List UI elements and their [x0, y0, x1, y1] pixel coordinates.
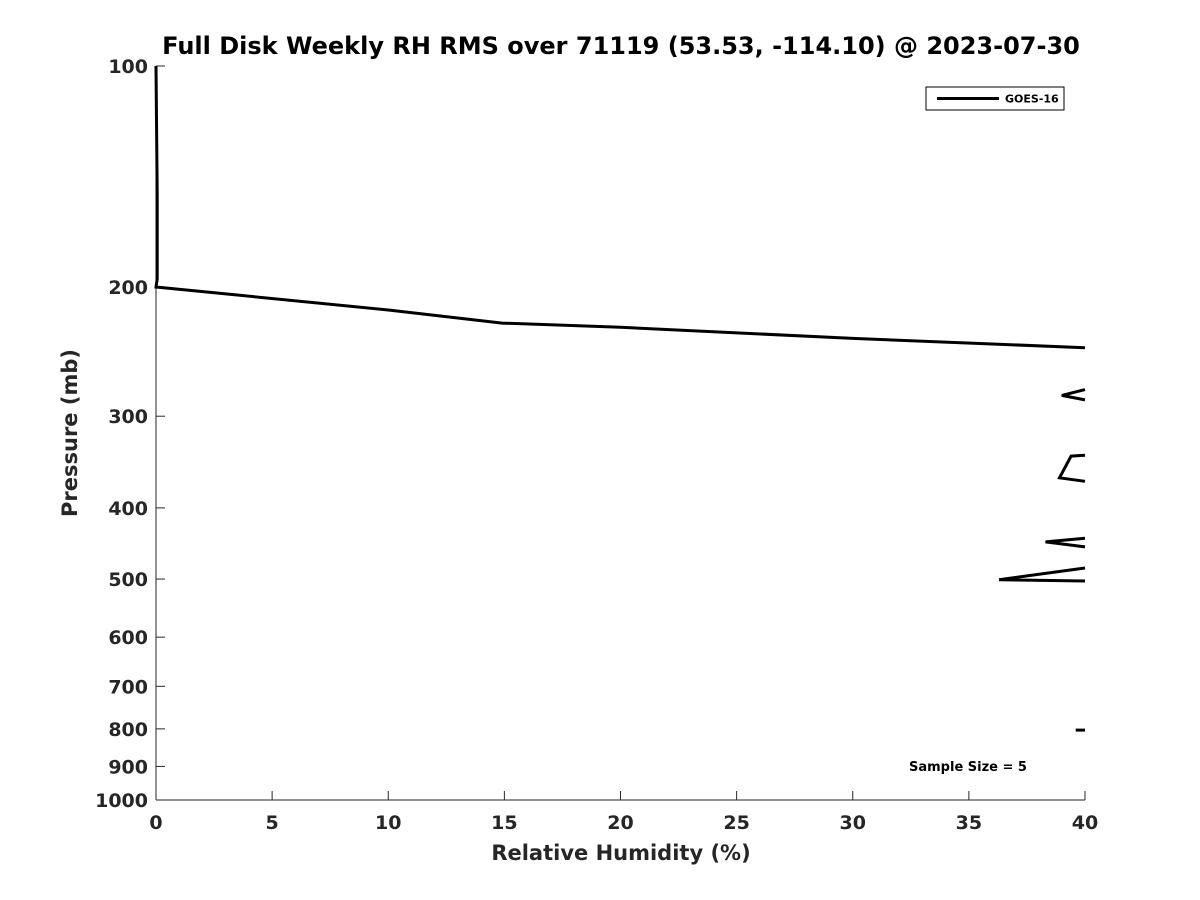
- legend-label-goes-16: GOES-16: [1005, 93, 1059, 106]
- tick-marks: 0 5 10 15 20 25 30 35 40 100 200 300 400 500 600 700 800…: [95, 56, 1098, 834]
- x-tick-label: 10: [375, 812, 401, 834]
- y-tick-label: 800: [108, 719, 148, 741]
- x-tick-label: 15: [491, 812, 517, 834]
- plot-series: [154, 65, 1086, 732]
- y-tick-label: 900: [108, 756, 148, 778]
- series-line-goes-16: [1045, 536, 1086, 549]
- y-axis-label: Pressure (mb): [58, 349, 82, 517]
- x-tick-label: 20: [607, 812, 633, 834]
- x-tick-label: 30: [840, 812, 866, 834]
- x-tick-label: 5: [266, 812, 279, 834]
- y-tick-label: 400: [108, 498, 148, 520]
- x-tick-label: 0: [149, 812, 162, 834]
- y-tick-label: 1000: [95, 790, 148, 812]
- sample-size-annotation: Sample Size = 5: [909, 760, 1027, 775]
- x-tick-label: 25: [723, 812, 749, 834]
- y-tick-label: 500: [108, 569, 148, 591]
- series-line-goes-16: [1061, 388, 1086, 402]
- legend: GOES-16: [925, 86, 1065, 111]
- y-tick-label: 700: [108, 676, 148, 698]
- y-tick-label: 200: [108, 277, 148, 299]
- x-axis-label: Relative Humidity (%): [491, 841, 750, 865]
- x-tick-label: 35: [956, 812, 982, 834]
- series-line-goes-16: [1057, 453, 1086, 483]
- series-line-goes-16: [154, 65, 1086, 350]
- series-line-goes-16: [998, 566, 1086, 583]
- y-tick-label: 600: [108, 627, 148, 649]
- x-tick-label: 40: [1072, 812, 1098, 834]
- y-tick-label: 300: [108, 406, 148, 428]
- y-tick-label: 100: [108, 56, 148, 78]
- chart-title: Full Disk Weekly RH RMS over 71119 (53.5…: [162, 32, 1080, 60]
